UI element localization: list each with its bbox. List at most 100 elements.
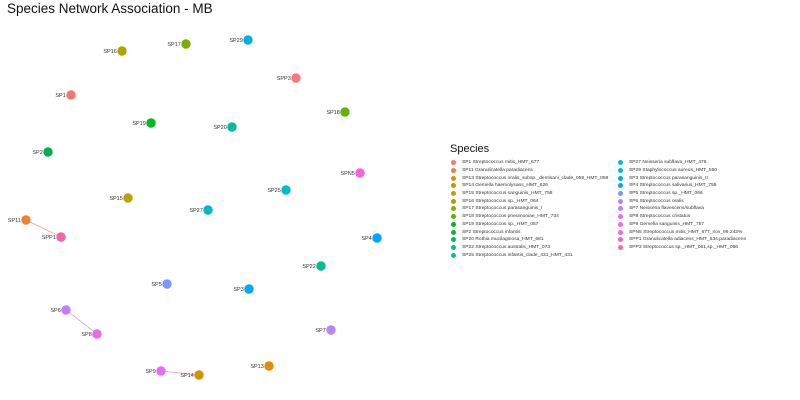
legend-label: SP5 Streptococcus sp._HMT_066 bbox=[629, 191, 703, 197]
node-label: SP8 bbox=[81, 332, 91, 338]
legend-label: SP18 Streptococcus pneumoniae_HMT_734 bbox=[462, 214, 559, 220]
legend-swatch bbox=[451, 183, 456, 189]
node-label: SPP3 bbox=[277, 76, 291, 82]
node-marker bbox=[92, 329, 102, 339]
legend-label: SPP3 Streptococcus sp._HMT_061,sp._HMT_0… bbox=[629, 244, 739, 250]
legend: Species SP1 Streptococcus mitis_HMT_677 S… bbox=[450, 143, 795, 259]
legend-swatch bbox=[618, 221, 623, 227]
node-sp5: SP5 bbox=[151, 279, 172, 289]
legend-swatch bbox=[451, 175, 456, 181]
node-sp3: SP3 bbox=[233, 284, 254, 294]
legend-swatch bbox=[451, 198, 456, 204]
legend-label: SP15 Streptococcus sanguinis_HMT_758 bbox=[462, 191, 553, 197]
legend-label: SP7 Neisseria flavescens/subflava bbox=[629, 206, 705, 212]
node-label: SP22 bbox=[302, 264, 315, 270]
node-sp1: SP1 bbox=[55, 90, 76, 100]
page-title: Species Network Association - MB bbox=[7, 1, 213, 16]
node-sp4: SP4 bbox=[361, 233, 382, 243]
node-label: SP13 bbox=[250, 364, 263, 370]
node-sp13: SP13 bbox=[250, 361, 274, 371]
legend-swatch bbox=[618, 198, 623, 204]
legend-item: SP14 Gemella haemolysans_HMT_626 bbox=[450, 182, 617, 190]
node-marker bbox=[146, 118, 156, 128]
legend-item: SP13 Streptococcus oralis_subsp._dentisa… bbox=[450, 174, 617, 182]
legend-swatch bbox=[451, 221, 456, 227]
legend-label: SP11 Granulicatella paradiacens bbox=[462, 168, 533, 174]
node-sp22: SP22 bbox=[302, 261, 326, 271]
legend-label: SP17 Streptococcus parasanguinis_I bbox=[462, 206, 543, 212]
node-marker bbox=[194, 370, 204, 380]
legend-label: SP14 Gemella haemolysans_HMT_626 bbox=[462, 183, 548, 189]
legend-label: SP4 Streptococcus salivarius_HMT_755 bbox=[629, 183, 717, 189]
node-marker bbox=[340, 107, 350, 117]
node-marker bbox=[203, 205, 213, 215]
legend-item: SP3 Streptococcus parasanguinis_II bbox=[617, 174, 784, 182]
node-sp29: SP29 bbox=[229, 35, 253, 45]
legend-swatch bbox=[451, 206, 456, 212]
legend-label: SP8 Streptococcus cristatus bbox=[629, 214, 691, 220]
node-marker bbox=[243, 35, 253, 45]
node-marker bbox=[56, 232, 66, 242]
node-spp1: SPP1 bbox=[42, 232, 66, 242]
node-marker bbox=[43, 147, 53, 157]
node-label: SP5 bbox=[151, 282, 161, 288]
legend-swatch bbox=[618, 183, 623, 189]
node-sp11: SP11 bbox=[8, 215, 31, 225]
legend-label: SP3 Streptococcus parasanguinis_II bbox=[629, 175, 708, 181]
node-marker bbox=[162, 279, 172, 289]
node-label: SP2 bbox=[32, 150, 42, 156]
legend-item: SPP1 Granulicatella adiacens_HMT_534,par… bbox=[617, 236, 784, 244]
node-label: SP27 bbox=[189, 208, 202, 214]
node-label: SP7 bbox=[315, 328, 325, 334]
legend-swatch bbox=[451, 244, 456, 250]
legend-item: SPN5 Streptococcus mitis_HMT_677_nov_99.… bbox=[617, 228, 784, 236]
node-label: SP3 bbox=[233, 287, 243, 293]
nodes-layer: SP16 SP17 SP29 SPP3 SP1 SP18 SP19 SP20 SP2 SPN5 SP… bbox=[8, 35, 382, 380]
legend-label: SP6 Streptococcus oralis bbox=[629, 198, 684, 204]
node-marker bbox=[227, 122, 237, 132]
node-marker bbox=[355, 168, 365, 178]
legend-item: SP27 Neisseria subflava_HMT_476 bbox=[617, 159, 784, 167]
node-sp15: SP15 bbox=[109, 193, 133, 203]
node-sp7: SP7 bbox=[315, 325, 336, 335]
node-sp9: SP9 bbox=[145, 366, 166, 376]
legend-item: SP8 Streptococcus cristatus bbox=[617, 213, 784, 221]
node-marker bbox=[291, 73, 301, 83]
legend-label: SP20 Rothia mucilaginosa_HMT_681 bbox=[462, 237, 544, 243]
legend-swatch bbox=[451, 168, 456, 174]
legend-item: SP9 Gemella sanguinis_HMT_757 bbox=[617, 221, 784, 229]
node-label: SP20 bbox=[213, 125, 226, 131]
legend-swatch bbox=[618, 191, 623, 197]
legend-item: SP1 Streptococcus mitis_HMT_677 bbox=[450, 159, 617, 167]
legend-label: SP13 Streptococcus oralis_subsp._dentisa… bbox=[462, 175, 609, 181]
node-sp27: SP27 bbox=[189, 205, 213, 215]
node-sp20: SP20 bbox=[213, 122, 237, 132]
legend-swatch bbox=[618, 237, 623, 243]
node-label: SP19 bbox=[132, 121, 145, 127]
legend-item: SP22 Streptococcus australis_HMT_073 bbox=[450, 244, 617, 252]
legend-label: SP1 Streptococcus mitis_HMT_677 bbox=[462, 160, 540, 166]
legend-swatch bbox=[451, 252, 456, 258]
node-sp8: SP8 bbox=[81, 329, 102, 339]
node-marker bbox=[21, 215, 31, 225]
legend-swatch bbox=[618, 244, 623, 250]
node-sp19: SP19 bbox=[132, 118, 156, 128]
node-label: SP9 bbox=[145, 369, 155, 375]
node-marker bbox=[66, 90, 76, 100]
node-label: SP6 bbox=[50, 308, 60, 314]
legend-swatch bbox=[451, 229, 456, 235]
legend-item: SP18 Streptococcus pneumoniae_HMT_734 bbox=[450, 213, 617, 221]
node-marker bbox=[372, 233, 382, 243]
legend-label: SP29 Staphylococcus aureus_HMT_550 bbox=[629, 168, 718, 174]
legend-label: SP19 Streptococcus sp._HMT_057 bbox=[462, 221, 539, 227]
legend-swatch bbox=[451, 214, 456, 220]
legend-item: SP11 Granulicatella paradiacens bbox=[450, 167, 617, 175]
node-sp16: SP16 bbox=[103, 46, 127, 56]
legend-label: SP27 Neisseria subflava_HMT_476 bbox=[629, 160, 707, 166]
node-label: SP17 bbox=[167, 42, 180, 48]
node-marker bbox=[326, 325, 336, 335]
legend-item: SP29 Staphylococcus aureus_HMT_550 bbox=[617, 167, 784, 175]
node-label: SP16 bbox=[103, 49, 116, 55]
legend-swatch bbox=[451, 237, 456, 243]
